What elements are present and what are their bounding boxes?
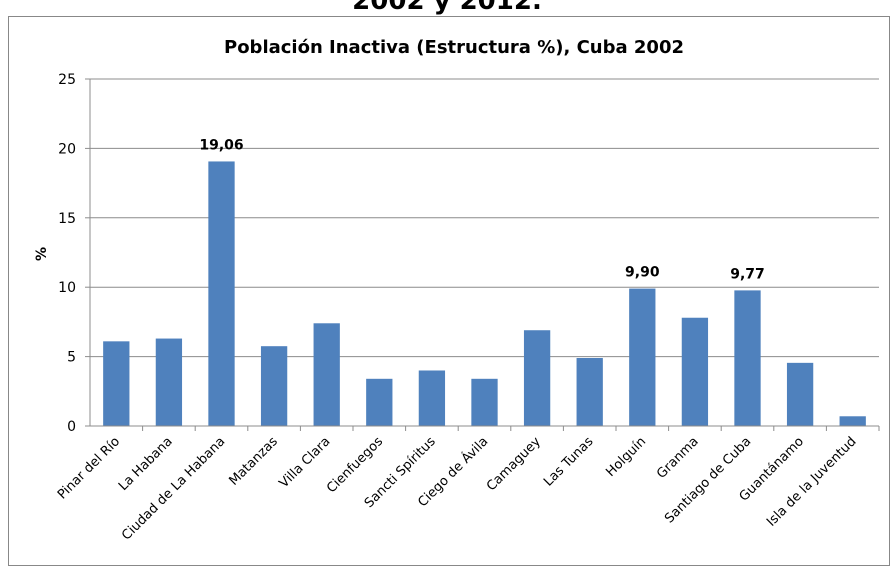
x-tick-label: Villa Clara bbox=[277, 434, 334, 491]
bar bbox=[471, 378, 498, 426]
x-tick-label: Holguín bbox=[603, 434, 649, 480]
x-tick-label: Granma bbox=[654, 434, 702, 482]
bar bbox=[576, 357, 603, 426]
data-label: 19,06 bbox=[199, 137, 243, 153]
axes bbox=[89, 79, 879, 427]
page-header: 2002 y 2012. bbox=[352, 0, 542, 16]
data-label: 9,90 bbox=[625, 265, 660, 281]
bar bbox=[734, 290, 761, 426]
chart-frame: Población Inactiva (Estructura %), Cuba … bbox=[8, 16, 890, 566]
y-tick-label: 0 bbox=[67, 419, 76, 435]
bar bbox=[366, 378, 393, 426]
bar bbox=[155, 338, 183, 426]
x-tick-label: Pinar del Río bbox=[55, 434, 123, 502]
y-tick-label: 10 bbox=[58, 280, 76, 296]
bar bbox=[786, 362, 814, 426]
data-labels: 19,06 9,90 9,77 bbox=[199, 137, 764, 282]
x-tick-label: Las Tunas bbox=[541, 434, 597, 490]
y-tick-label: 15 bbox=[58, 211, 76, 227]
bar bbox=[103, 341, 130, 426]
data-label: 9,77 bbox=[730, 266, 765, 282]
bar bbox=[681, 317, 709, 426]
bar bbox=[523, 330, 551, 426]
x-tick-label: Ciudad de La Habana bbox=[119, 434, 228, 543]
bar bbox=[208, 161, 235, 426]
y-tick-label: 20 bbox=[58, 141, 76, 157]
bar bbox=[629, 288, 656, 426]
bar bbox=[260, 346, 288, 426]
y-axis-ticks: 0 5 10 15 20 25 bbox=[58, 72, 90, 435]
bar bbox=[418, 370, 446, 426]
chart-title: Población Inactiva (Estructura %), Cuba … bbox=[224, 37, 684, 58]
y-axis-label: % bbox=[34, 247, 50, 261]
y-tick-label: 5 bbox=[67, 350, 76, 366]
y-tick-label: 25 bbox=[58, 72, 76, 88]
bar bbox=[313, 323, 340, 426]
bar bbox=[839, 416, 866, 426]
x-tick-label: Isla de la Juventud bbox=[764, 434, 859, 529]
x-tick-label: Camaguey bbox=[484, 434, 544, 494]
bars bbox=[103, 161, 866, 426]
x-tick-label: Matanzas bbox=[226, 434, 281, 489]
bar-chart: Población Inactiva (Estructura %), Cuba … bbox=[34, 37, 880, 543]
